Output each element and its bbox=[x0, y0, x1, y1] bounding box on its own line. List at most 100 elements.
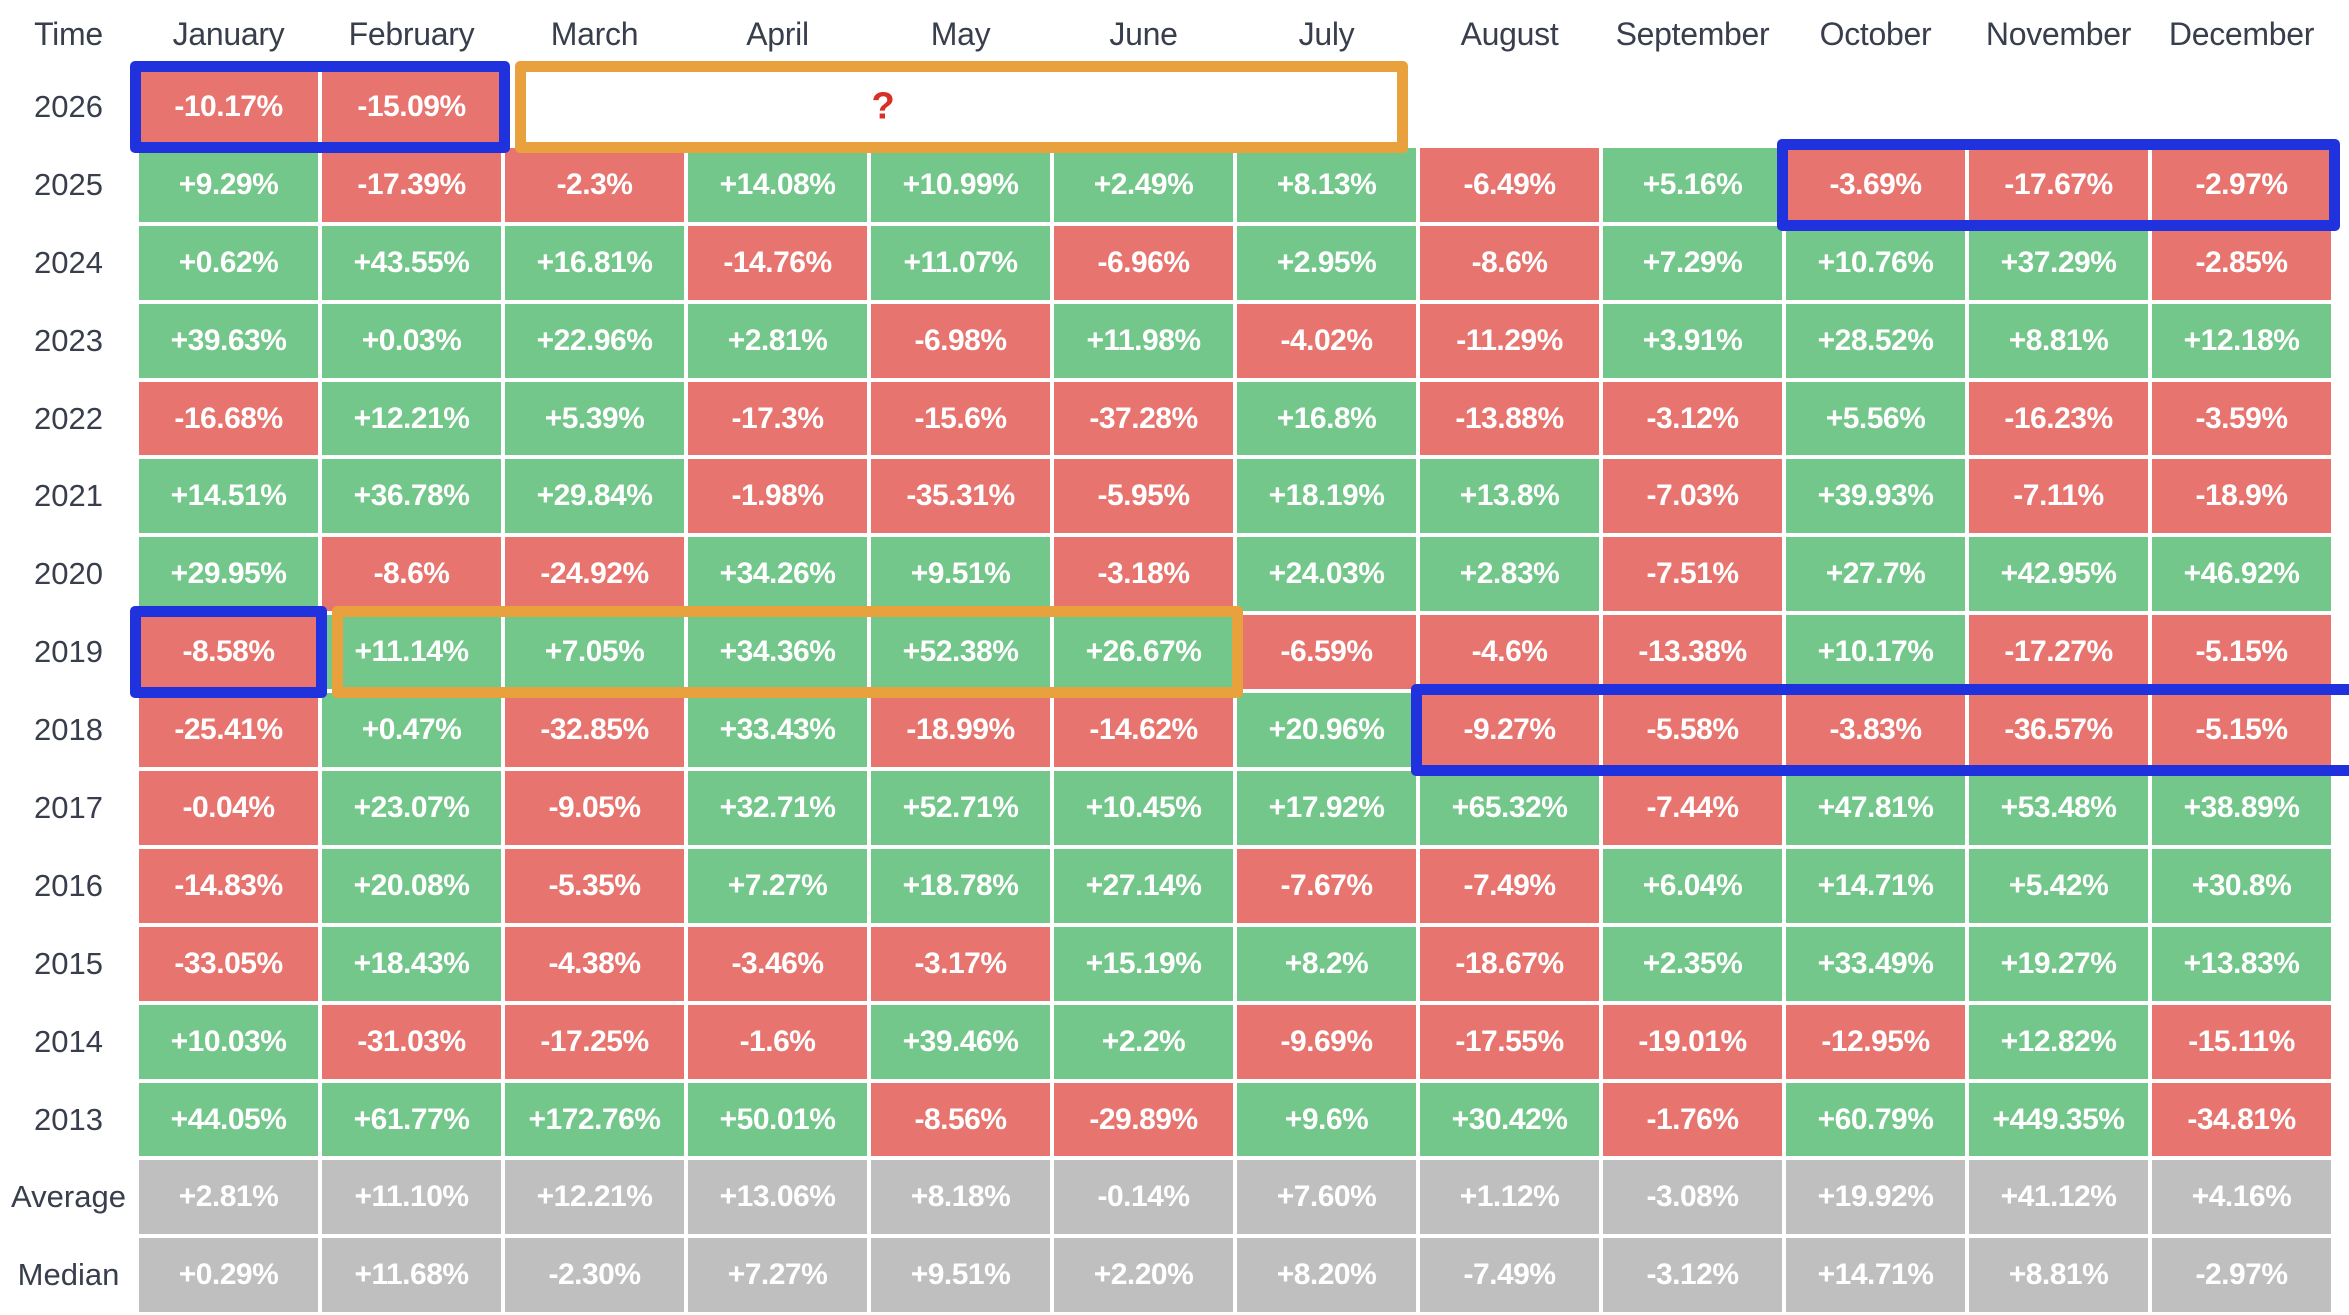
cell-2021-october: +39.93% bbox=[1784, 457, 1967, 536]
cell-2013-july: +9.6% bbox=[1235, 1080, 1418, 1159]
cell-2019-january: -8.58% bbox=[137, 613, 320, 692]
cell-2022-july: +16.8% bbox=[1235, 379, 1418, 458]
cell-2014-october: -12.95% bbox=[1784, 1002, 1967, 1081]
cell-2014-july: -9.69% bbox=[1235, 1002, 1418, 1081]
cell-average-september: -3.08% bbox=[1601, 1158, 1784, 1237]
cell-2014-march: -17.25% bbox=[503, 1002, 686, 1081]
row-label-2018: 2018 bbox=[34, 712, 103, 748]
cell-2013-june: -29.89% bbox=[1052, 1080, 1235, 1159]
cell-2018-august: -9.27% bbox=[1418, 691, 1601, 770]
cell-2015-december: +13.83% bbox=[2150, 924, 2333, 1003]
cell-2014-january: +10.03% bbox=[137, 1002, 320, 1081]
cell-2013-september: -1.76% bbox=[1601, 1080, 1784, 1159]
cell-2020-july: +24.03% bbox=[1235, 535, 1418, 614]
cell-2019-april: +34.36% bbox=[686, 613, 869, 692]
cell-median-march: -2.30% bbox=[503, 1236, 686, 1315]
cell-2014-april: -1.6% bbox=[686, 1002, 869, 1081]
cell-2019-july: -6.59% bbox=[1235, 613, 1418, 692]
cell-2018-december: -5.15% bbox=[2150, 691, 2333, 770]
cell-2018-november: -36.57% bbox=[1967, 691, 2150, 770]
cell-2016-august: -7.49% bbox=[1418, 846, 1601, 925]
cell-2024-september: +7.29% bbox=[1601, 223, 1784, 302]
row-label-average: Average bbox=[11, 1179, 126, 1215]
cell-2022-october: +5.56% bbox=[1784, 379, 1967, 458]
row-label-2014: 2014 bbox=[34, 1023, 103, 1059]
column-header-may: May bbox=[930, 15, 991, 52]
cell-2021-december: -18.9% bbox=[2150, 457, 2333, 536]
cell-2019-november: -17.27% bbox=[1967, 613, 2150, 692]
cell-2014-november: +12.82% bbox=[1967, 1002, 2150, 1081]
cell-2017-september: -7.44% bbox=[1601, 769, 1784, 847]
cell-2014-june: +2.2% bbox=[1052, 1002, 1235, 1081]
cell-2016-october: +14.71% bbox=[1784, 846, 1967, 925]
cell-2013-february: +61.77% bbox=[320, 1080, 503, 1159]
cell-median-february: +11.68% bbox=[320, 1236, 503, 1315]
cell-2024-august: -8.6% bbox=[1418, 223, 1601, 302]
cell-2023-january: +39.63% bbox=[137, 301, 320, 380]
row-label-2015: 2015 bbox=[34, 945, 103, 981]
cell-2014-december: -15.11% bbox=[2150, 1002, 2333, 1081]
column-header-july: July bbox=[1298, 15, 1355, 52]
cell-2017-february: +23.07% bbox=[320, 769, 503, 847]
cell-2024-july: +2.95% bbox=[1235, 223, 1418, 302]
cell-2017-june: +10.45% bbox=[1052, 769, 1235, 847]
column-header-march: March bbox=[550, 15, 639, 52]
cell-2024-november: +37.29% bbox=[1967, 223, 2150, 302]
row-label-2024: 2024 bbox=[34, 244, 103, 280]
cell-2019-february: +11.14% bbox=[320, 613, 503, 692]
cell-2024-may: +11.07% bbox=[869, 223, 1052, 302]
cell-2020-august: +2.83% bbox=[1418, 535, 1601, 614]
cell-2023-july: -4.02% bbox=[1235, 301, 1418, 380]
cell-2023-june: +11.98% bbox=[1052, 301, 1235, 380]
cell-2020-march: -24.92% bbox=[503, 535, 686, 614]
cell-2020-november: +42.95% bbox=[1967, 535, 2150, 614]
cell-2025-march: -2.3% bbox=[503, 145, 686, 224]
cell-2019-march: +7.05% bbox=[503, 613, 686, 692]
cell-2014-february: -31.03% bbox=[320, 1002, 503, 1081]
column-header-time: Time bbox=[34, 15, 103, 52]
cell-2016-april: +7.27% bbox=[686, 846, 869, 925]
cell-2020-december: +46.92% bbox=[2150, 535, 2333, 614]
cell-2026-january: -10.17% bbox=[137, 68, 320, 146]
cell-2020-january: +29.95% bbox=[137, 535, 320, 614]
cell-2022-january: -16.68% bbox=[137, 379, 320, 458]
cell-2015-october: +33.49% bbox=[1784, 924, 1967, 1003]
cell-2026-april-empty bbox=[686, 68, 869, 146]
cell-2016-february: +20.08% bbox=[320, 846, 503, 925]
cell-2015-march: -4.38% bbox=[503, 924, 686, 1003]
cell-2016-september: +6.04% bbox=[1601, 846, 1784, 925]
cell-2016-june: +27.14% bbox=[1052, 846, 1235, 925]
cell-2023-march: +22.96% bbox=[503, 301, 686, 380]
cell-average-march: +12.21% bbox=[503, 1158, 686, 1237]
cell-2015-january: -33.05% bbox=[137, 924, 320, 1003]
cell-2025-april: +14.08% bbox=[686, 145, 869, 224]
cell-average-october: +19.92% bbox=[1784, 1158, 1967, 1237]
cell-2022-march: +5.39% bbox=[503, 379, 686, 458]
cell-2017-july: +17.92% bbox=[1235, 769, 1418, 847]
column-header-october: October bbox=[1819, 15, 1932, 52]
row-label-2019: 2019 bbox=[34, 634, 103, 670]
column-header-november: November bbox=[1985, 15, 2132, 52]
cell-2022-february: +12.21% bbox=[320, 379, 503, 458]
cell-2023-february: +0.03% bbox=[320, 301, 503, 380]
cell-2019-october: +10.17% bbox=[1784, 613, 1967, 692]
cell-average-may: +8.18% bbox=[869, 1158, 1052, 1237]
cell-average-february: +11.10% bbox=[320, 1158, 503, 1237]
cell-2025-february: -17.39% bbox=[320, 145, 503, 224]
cell-2018-october: -3.83% bbox=[1784, 691, 1967, 770]
cell-2017-august: +65.32% bbox=[1418, 769, 1601, 847]
cell-2024-march: +16.81% bbox=[503, 223, 686, 302]
cell-2013-january: +44.05% bbox=[137, 1080, 320, 1159]
row-label-2021: 2021 bbox=[34, 478, 103, 514]
cell-2026-august-empty bbox=[1418, 68, 1601, 146]
cell-2018-february: +0.47% bbox=[320, 691, 503, 770]
cell-2022-september: -3.12% bbox=[1601, 379, 1784, 458]
cell-2020-june: -3.18% bbox=[1052, 535, 1235, 614]
column-header-april: April bbox=[746, 15, 809, 52]
cell-2020-september: -7.51% bbox=[1601, 535, 1784, 614]
cell-2015-may: -3.17% bbox=[869, 924, 1052, 1003]
cell-2026-december-empty bbox=[2150, 68, 2333, 146]
cell-2013-april: +50.01% bbox=[686, 1080, 869, 1159]
cell-2024-february: +43.55% bbox=[320, 223, 503, 302]
